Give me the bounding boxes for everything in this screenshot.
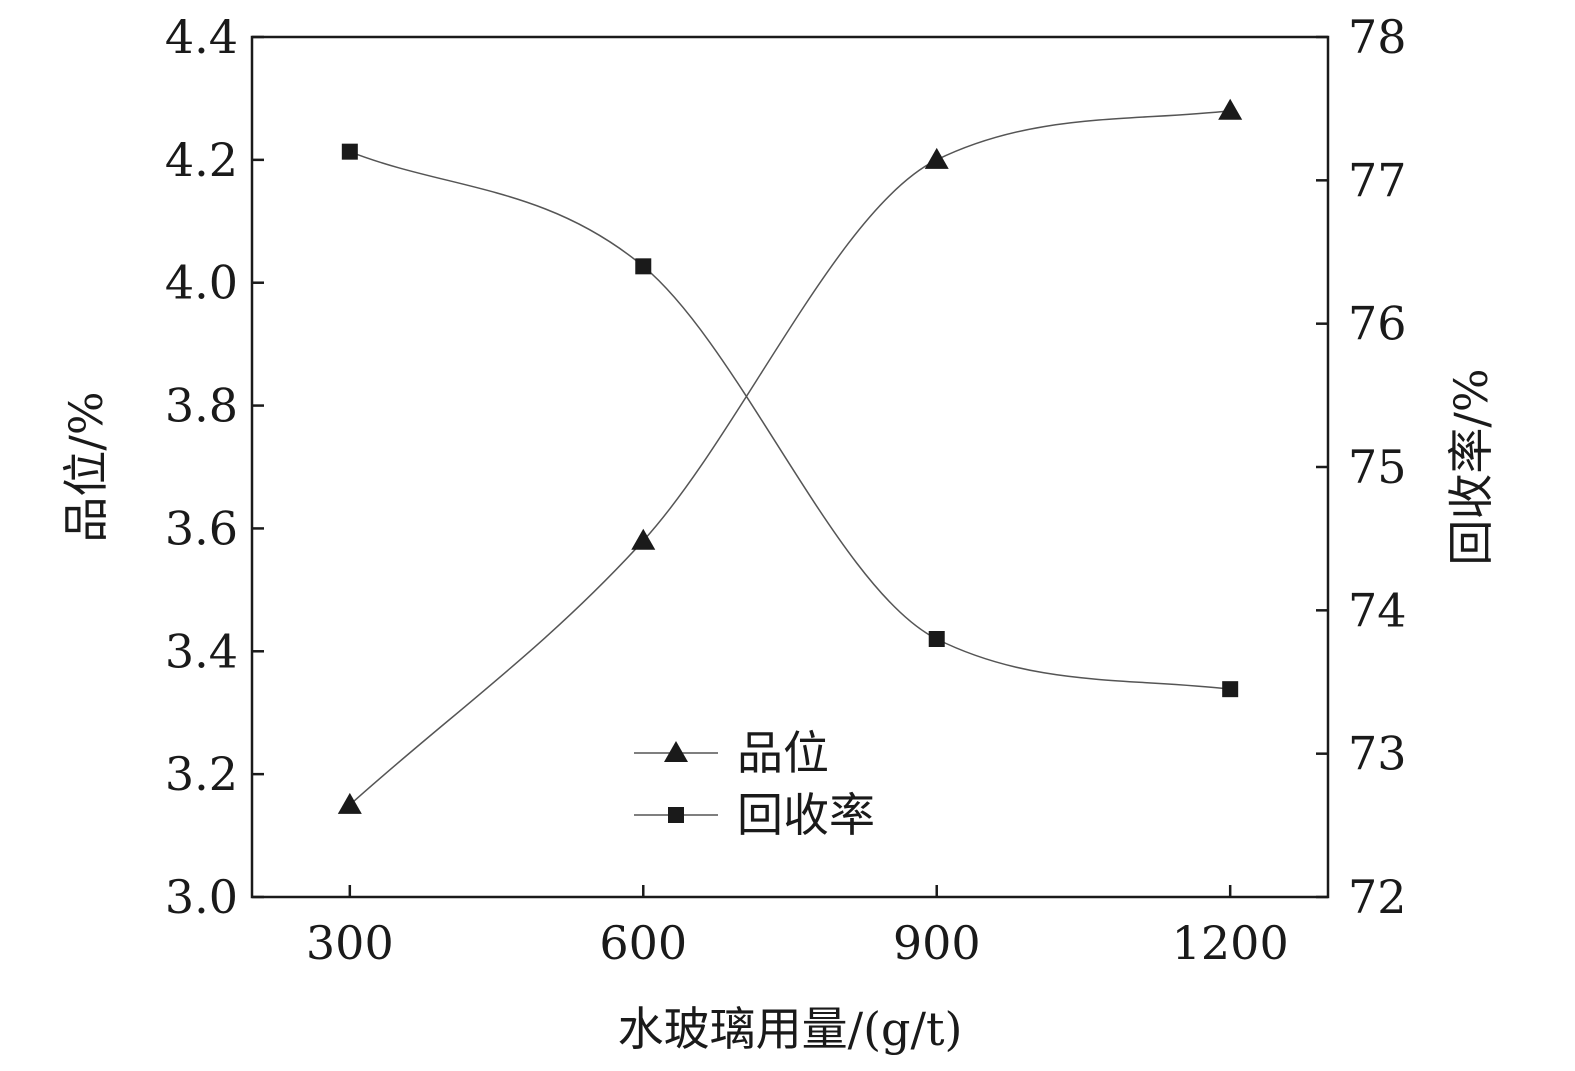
x-tick-label: 300 bbox=[306, 916, 394, 970]
grade-point-marker bbox=[631, 528, 656, 550]
series-line-grade bbox=[349, 109, 1231, 806]
x-axis-ticks: 300 600 900 1200 bbox=[306, 885, 1289, 970]
recovery-point-marker bbox=[341, 143, 358, 160]
left-tick-label: 3.4 bbox=[165, 624, 238, 678]
right-tick-label: 78 bbox=[1348, 10, 1407, 64]
right-tick-label: 77 bbox=[1348, 153, 1407, 207]
right-tick-label: 76 bbox=[1348, 297, 1407, 351]
legend-item-recovery: 回收率 bbox=[634, 788, 875, 842]
x-tick-label: 1200 bbox=[1172, 916, 1289, 970]
legend-recovery-label: 回收率 bbox=[737, 788, 875, 842]
grade-point-marker bbox=[1218, 98, 1243, 120]
recovery-point-marker bbox=[1222, 681, 1239, 698]
legend-grade-marker bbox=[664, 741, 688, 762]
legend-recovery-marker bbox=[668, 807, 684, 823]
x-tick-label: 900 bbox=[893, 916, 981, 970]
left-tick-label: 4.2 bbox=[165, 133, 238, 187]
left-axis-title: 品位/% bbox=[59, 391, 113, 542]
x-tick-label: 600 bbox=[599, 916, 687, 970]
series-line-recovery bbox=[349, 150, 1231, 690]
right-axis-ticks: 72 73 74 75 76 77 78 bbox=[1316, 10, 1407, 924]
legend: 品位 回收率 bbox=[634, 726, 875, 842]
left-tick-label: 4.0 bbox=[165, 256, 238, 310]
left-axis-ticks: 3.0 3.2 3.4 3.6 3.8 4.0 4.2 4.4 bbox=[165, 10, 264, 924]
recovery-point-marker bbox=[635, 258, 652, 275]
grade-point-marker bbox=[924, 147, 949, 169]
left-tick-label: 4.4 bbox=[165, 10, 238, 64]
series-layer bbox=[337, 98, 1243, 814]
legend-item-grade: 品位 bbox=[634, 726, 829, 780]
grade-point-marker bbox=[337, 792, 362, 814]
right-tick-label: 75 bbox=[1348, 440, 1407, 494]
left-tick-label: 3.2 bbox=[165, 747, 238, 801]
recovery-point-marker bbox=[928, 631, 945, 647]
legend-grade-label: 品位 bbox=[737, 726, 829, 780]
left-tick-label: 3.6 bbox=[165, 501, 238, 555]
right-tick-label: 72 bbox=[1348, 870, 1407, 924]
right-tick-label: 74 bbox=[1348, 583, 1407, 637]
left-tick-label: 3.0 bbox=[165, 870, 238, 924]
right-tick-label: 73 bbox=[1348, 727, 1407, 781]
x-axis-title: 水玻璃用量/(g/t) bbox=[618, 1002, 963, 1056]
left-tick-label: 3.8 bbox=[165, 379, 238, 433]
right-axis-title: 回收率/% bbox=[1444, 368, 1498, 565]
